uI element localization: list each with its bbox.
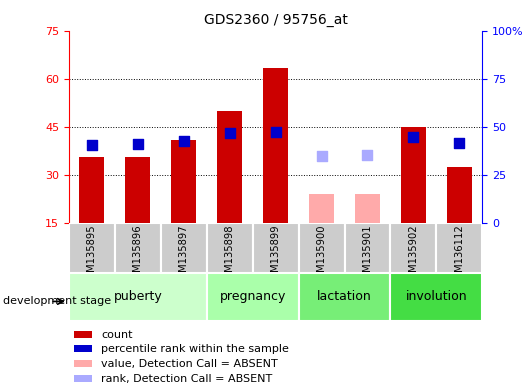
Text: GSM136112: GSM136112 xyxy=(454,224,464,285)
Text: development stage: development stage xyxy=(3,296,111,306)
Bar xyxy=(80,157,104,223)
Bar xyxy=(115,223,161,273)
Point xyxy=(225,131,234,137)
Bar xyxy=(74,345,92,352)
Text: rank, Detection Call = ABSENT: rank, Detection Call = ABSENT xyxy=(101,374,272,384)
Text: GSM135902: GSM135902 xyxy=(409,224,418,285)
Bar xyxy=(253,223,298,273)
Bar xyxy=(74,375,92,382)
Text: lactation: lactation xyxy=(317,290,372,303)
Bar xyxy=(69,273,207,321)
Text: GSM135897: GSM135897 xyxy=(179,224,189,285)
Bar xyxy=(436,223,482,273)
Text: GSM135898: GSM135898 xyxy=(225,224,235,285)
Bar xyxy=(74,360,92,367)
Bar xyxy=(298,223,344,273)
Point xyxy=(317,154,326,160)
Bar xyxy=(298,273,391,321)
Point xyxy=(87,142,96,148)
Text: puberty: puberty xyxy=(113,290,162,303)
Bar xyxy=(355,194,380,223)
Text: count: count xyxy=(101,329,132,339)
Text: involution: involution xyxy=(405,290,467,303)
Text: GSM135895: GSM135895 xyxy=(87,224,97,285)
Bar xyxy=(74,331,92,338)
Bar xyxy=(309,194,334,223)
Point xyxy=(180,138,188,144)
Text: GSM135896: GSM135896 xyxy=(133,224,143,285)
Point xyxy=(455,140,464,146)
Bar xyxy=(447,167,472,223)
Bar xyxy=(207,273,298,321)
Bar xyxy=(217,111,242,223)
Bar xyxy=(69,223,115,273)
Text: GSM135899: GSM135899 xyxy=(271,224,280,285)
Text: GSM135900: GSM135900 xyxy=(316,224,326,285)
Bar xyxy=(391,223,436,273)
Bar xyxy=(401,127,426,223)
Bar xyxy=(263,68,288,223)
Text: GSM135901: GSM135901 xyxy=(363,224,373,285)
Text: percentile rank within the sample: percentile rank within the sample xyxy=(101,344,289,354)
Title: GDS2360 / 95756_at: GDS2360 / 95756_at xyxy=(204,13,348,27)
Text: value, Detection Call = ABSENT: value, Detection Call = ABSENT xyxy=(101,359,278,369)
Point xyxy=(271,128,280,135)
Bar xyxy=(344,223,391,273)
Bar xyxy=(207,223,253,273)
Text: pregnancy: pregnancy xyxy=(219,290,286,303)
Bar xyxy=(171,139,196,223)
Bar xyxy=(125,157,151,223)
Point xyxy=(363,152,372,158)
Bar xyxy=(161,223,207,273)
Point xyxy=(134,141,142,147)
Bar xyxy=(391,273,482,321)
Point xyxy=(409,134,418,141)
